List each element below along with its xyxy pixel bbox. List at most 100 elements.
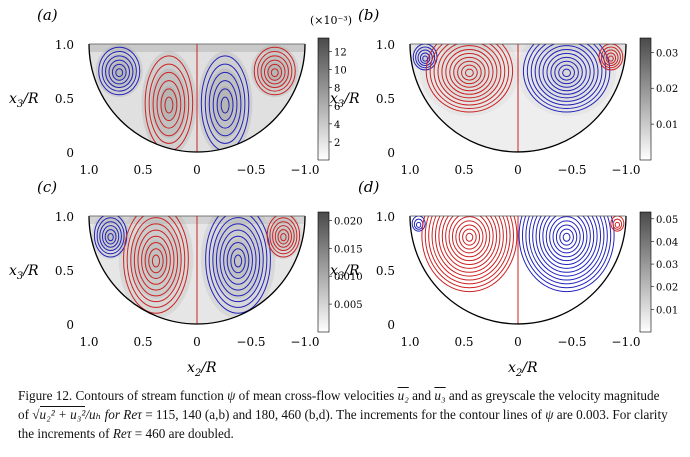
contour-a-0-2 [111,63,127,81]
contour-b-2-6 [542,49,591,95]
contour-d-1-6 [448,216,491,262]
x-tick-a-1: 0.5 [133,163,152,177]
contour-b-1-1 [464,68,474,78]
contour-c-2-2 [230,248,246,274]
contour-d-2-7 [542,216,591,266]
x-label-main-d: x [508,360,516,376]
contour-c-1-1 [151,254,161,268]
colorbar-tick-a-4: 4 [334,120,340,131]
contour-d-0-1 [415,221,422,228]
caption-re-tau-1: Reτ [123,407,142,422]
contour-d-1-10 [434,216,504,277]
colorbar-ramp-d [639,211,652,333]
colorbar-d: 0.05 0.04 0.03 0.02 0.01 [639,211,678,333]
panel-label-c: (c) [37,178,57,196]
contour-b-3-5 [598,44,624,71]
contour-c-3-4 [272,221,295,252]
contour-a-1-4 [152,71,186,137]
colorbar-tick-c-0: 0.020 [334,216,363,227]
colorbar-tick-b-1: 0.02 [656,84,678,95]
colorbar-b: 0.03 0.02 0.01 [639,37,678,161]
contour-a-3-5 [257,51,293,92]
contour-d-2-4 [552,220,581,254]
contour-a-0-6 [98,46,141,96]
contour-d-3-1 [614,221,621,228]
y-label-tail-c: /R [21,263,39,279]
y-axis-label-b: x3/R [330,91,360,110]
x-tick-b-3: −0.5 [557,163,586,177]
y-label-main-a: x [9,91,17,107]
y-tick-a-0: 1.0 [55,38,74,52]
contour-d-1-8 [441,216,498,269]
colorbar-ramp-a [317,37,330,161]
contour-b-3-1 [608,55,614,62]
contour-d-1-14 [421,216,518,293]
contour-b-2-3 [554,60,579,85]
colorbar-tick-a-5: 2 [334,138,340,149]
colorbar-ramp-c [317,211,330,333]
contour-d-2-11 [528,216,605,281]
colorbar-exponent-a: (×10⁻³) [310,14,352,27]
contour-d-1-3 [458,224,481,250]
caption-text-5: are 0.003. For clarity the increments of [18,407,668,441]
colorbar-ramp-b [639,37,652,161]
caption-u2: u₂ [397,388,409,403]
y-tick-a-1: 0.5 [55,92,74,106]
x-axis-label-c: x2/R [187,360,217,379]
x-tick-c-2: 0 [193,335,201,349]
colorbar-tick-a-0: 12 [334,48,347,59]
contour-b-2-4 [550,56,583,88]
contour-c-1-6 [133,223,179,297]
caption-text-1: Contours of stream function [75,388,224,403]
contour-a-0-5 [101,51,137,92]
contours-b [412,44,624,113]
caption-figure-number: Figure 12. [18,388,73,403]
contours-c [93,216,301,314]
contour-c-1-2 [148,248,164,274]
y-label-tail-d: /R [342,263,360,279]
x-tick-a-0: 1.0 [79,163,98,177]
y-label-sub-a: 3 [17,99,23,110]
contour-a-1-2 [160,88,178,122]
y-axis-label-c: x3/R [9,263,39,282]
contour-c-2-7 [212,217,264,303]
contour-d-1-7 [445,216,494,266]
x-tick-c-0: 1.0 [79,335,98,349]
y-tick-b-1: 0.5 [376,92,395,106]
contour-c-0-3 [102,225,120,248]
contour-c-0-1 [107,233,114,242]
contour-c-2-5 [219,229,257,291]
contour-c-2-4 [223,235,253,285]
contour-a-2-2 [216,88,234,122]
colorbar-tick-d-0: 0.05 [656,215,678,226]
contour-c-3-3 [274,225,292,248]
contour-c-0-4 [99,221,122,252]
contour-c-2-6 [215,223,261,297]
contour-b-1-9 [433,44,506,106]
contour-a-3-2 [267,63,283,81]
contour-b-2-2 [558,64,575,81]
caption-magnitude: u₂² + u₃² [39,406,86,422]
x-tick-d-4: −1.0 [611,335,640,349]
contour-b-1-11 [425,44,514,113]
panel-label-d: (d) [358,178,379,196]
contour-d-2-2 [559,228,574,246]
contour-c-1-3 [144,242,168,280]
contour-b-0-4 [415,46,436,69]
grey-blob-a-0-1 [111,62,128,80]
y-label-tail-b: /R [342,91,360,107]
x-label-sub-d: 2 [515,368,522,379]
caption-text-2: of mean cross-flow velocities [238,388,395,403]
grey-blob-a-3-3 [251,44,299,98]
grey-blob-a-2-1 [215,85,235,121]
contour-d-2-1 [562,232,571,242]
contour-d-2-6 [545,216,588,262]
contour-a-3-6 [253,46,296,96]
colorbar-tick-d-3: 0.02 [656,283,678,294]
contour-d-1-11 [431,216,508,281]
x-axis-label-d: x2/R [508,360,538,379]
pipe-wall-b [409,43,627,153]
colorbar-tick-b-2: 0.01 [656,120,678,131]
